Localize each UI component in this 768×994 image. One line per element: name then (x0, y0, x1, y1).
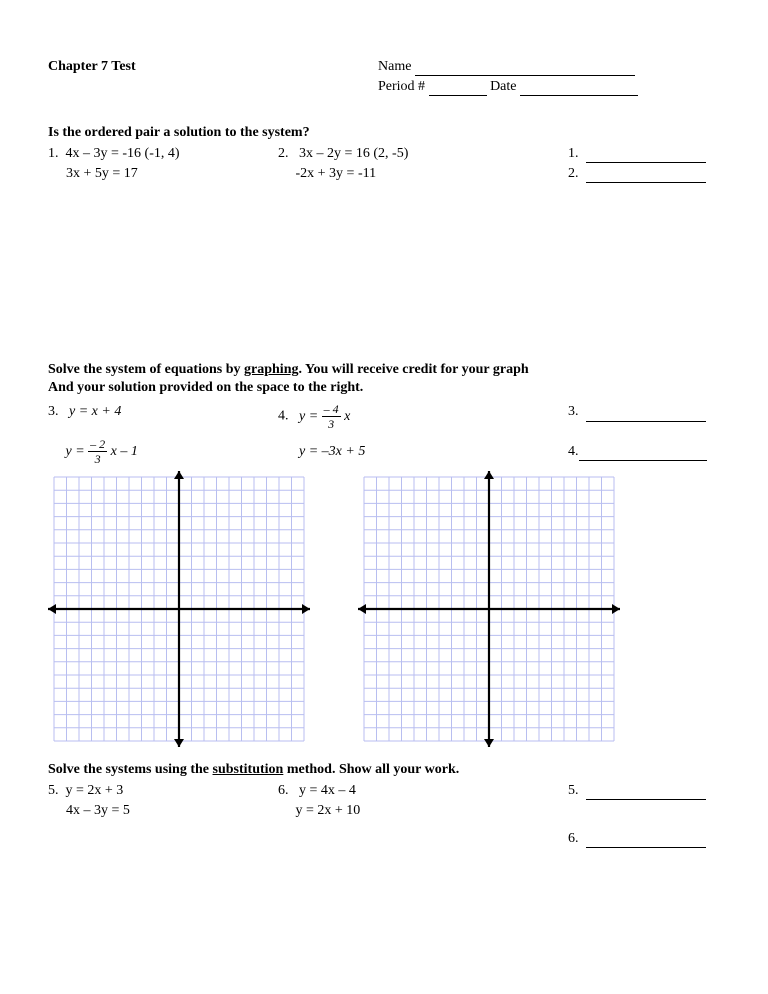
ans6-num: 6. (568, 831, 579, 846)
name-field: Name (378, 58, 720, 76)
q1-line1: 1. 4x – 3y = -16 (-1, 4) (48, 145, 278, 163)
ans3: 3. (568, 403, 720, 421)
q6-num: 6. (278, 783, 289, 798)
q5-line2: 4x – 3y = 5 (48, 802, 278, 820)
name-label: Name (378, 59, 411, 74)
date-label: Date (490, 79, 516, 94)
graph-q3 (48, 471, 310, 747)
q3-eq1: 3. y = x + 4 (48, 403, 278, 421)
q2-num: 2. (278, 146, 289, 161)
q3-num: 3. (48, 404, 59, 419)
q3-eq1-r: = x + 4 (75, 404, 121, 419)
section3-row1: 5. y = 2x + 3 6. y = 4x – 4 5. (48, 782, 720, 800)
sec2-h-u: graphing (244, 362, 298, 377)
q3-eq2: y = – 23 x – 1 (48, 438, 278, 465)
q5-eq1: y = 2x + 3 (66, 783, 124, 798)
graphs-container (48, 471, 720, 747)
q3-frac-den: 3 (88, 451, 107, 465)
period-blank[interactable] (429, 95, 487, 96)
q3-eq2-pre: y = (66, 444, 89, 459)
q5-line1: 5. y = 2x + 3 (48, 782, 278, 800)
section2-heading-line2: And your solution provided on the space … (48, 379, 720, 397)
q3-frac-num: – 2 (88, 438, 107, 451)
q6-eq1: y = 4x – 4 (299, 783, 356, 798)
chapter-title: Chapter 7 Test (48, 58, 378, 76)
header-row-1: Chapter 7 Test Name (48, 58, 720, 76)
name-blank[interactable] (415, 75, 635, 76)
q5-num: 5. (48, 783, 59, 798)
section3-row3: 6. (48, 830, 720, 848)
q6-line2: y = 2x + 10 (278, 802, 568, 820)
period-label: Period # (378, 79, 425, 94)
q4-frac-num: – 4 (322, 403, 341, 416)
q4-eq2: y = –3x + 5 (278, 443, 568, 461)
ans2: 2. (568, 165, 720, 183)
ans2-num: 2. (568, 166, 579, 181)
section2-eq-row1: 3. y = x + 4 4. y = – 43 x 3. (48, 403, 720, 430)
q4-frac-den: 3 (322, 416, 341, 430)
ans1-num: 1. (568, 146, 579, 161)
ans1-blank[interactable] (586, 151, 706, 163)
ans5-blank[interactable] (586, 788, 706, 800)
q6-eq2: y = 2x + 10 (296, 803, 361, 818)
ans6: 6. (568, 830, 720, 848)
q1-eq1: 4x – 3y = -16 (-1, 4) (66, 146, 180, 161)
q2-line2: -2x + 3y = -11 (278, 165, 568, 183)
ans5-num: 5. (568, 783, 579, 798)
period-date-field: Period # Date (378, 78, 720, 96)
section1-row1: 1. 4x – 3y = -16 (-1, 4) 2. 3x – 2y = 16… (48, 145, 720, 163)
graph-q4 (358, 471, 620, 747)
section1-row2: 3x + 5y = 17 -2x + 3y = -11 2. (48, 165, 720, 183)
ans2-blank[interactable] (586, 171, 706, 183)
ans4: 4. (568, 443, 720, 461)
ans6-blank[interactable] (586, 836, 706, 848)
q2-line1: 2. 3x – 2y = 16 (2, -5) (278, 145, 568, 163)
ans1: 1. (568, 145, 720, 163)
q4-eq1-post: x (341, 409, 351, 424)
ans4-blank[interactable] (579, 449, 707, 461)
ans3-blank[interactable] (586, 410, 706, 422)
ans4-num: 4. (568, 444, 579, 459)
sec2-h-b: . You will receive credit for your graph (298, 362, 528, 377)
q2-eq2: -2x + 3y = -11 (296, 166, 377, 181)
ans3-num: 3. (568, 404, 579, 419)
q4-eq1-pre: y = (299, 409, 322, 424)
section2-heading: Solve the system of equations by graphin… (48, 361, 720, 379)
q2-eq1: 3x – 2y = 16 (2, -5) (299, 146, 408, 161)
sec3-h-u: substitution (213, 762, 284, 777)
ans5: 5. (568, 782, 720, 800)
sec3-h-b: method. Show all your work. (283, 762, 459, 777)
q4-num: 4. (278, 409, 289, 424)
sec3-h-a: Solve the systems using the (48, 762, 213, 777)
q3-eq2-post: x – 1 (107, 444, 138, 459)
q6-line1: 6. y = 4x – 4 (278, 782, 568, 800)
sec2-h-a: Solve the system of equations by (48, 362, 244, 377)
header-row-2: Period # Date (48, 78, 720, 96)
q4-eq1: 4. y = – 43 x (278, 403, 568, 430)
q1-line2: 3x + 5y = 17 (48, 165, 278, 183)
date-blank[interactable] (520, 95, 638, 96)
section3-row2: 4x – 3y = 5 y = 2x + 10 (48, 802, 720, 820)
section1-heading: Is the ordered pair a solution to the sy… (48, 124, 720, 142)
q1-num: 1. (48, 146, 59, 161)
section2-eq-row2: y = – 23 x – 1 y = –3x + 5 4. (48, 438, 720, 465)
section3-heading: Solve the systems using the substitution… (48, 761, 720, 779)
q4-eq2-text: y = –3x + 5 (299, 444, 365, 459)
